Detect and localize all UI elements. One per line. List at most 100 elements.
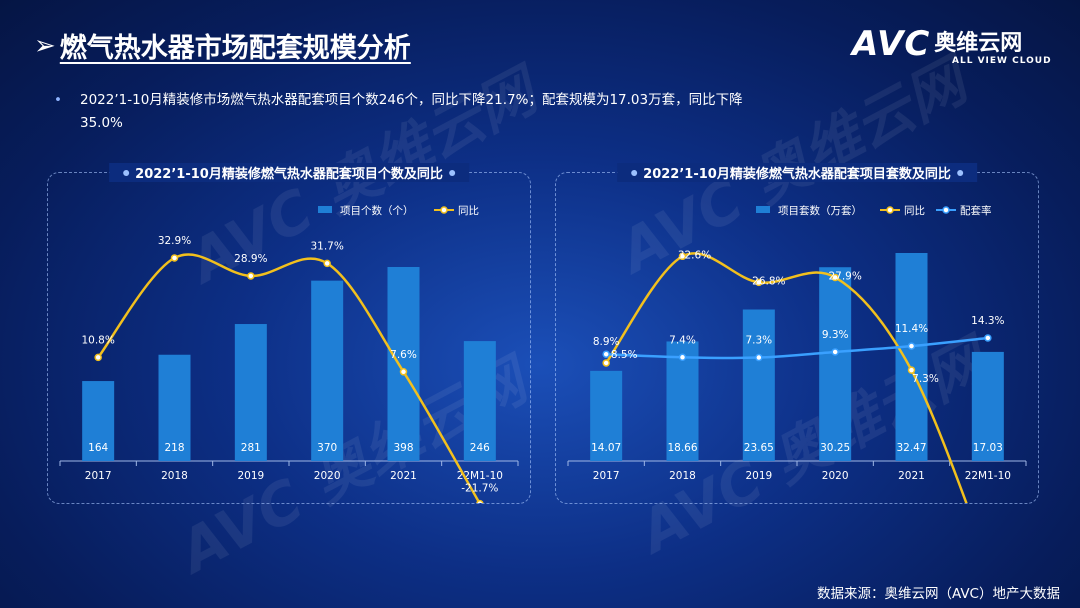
line-data-label: 31.7% [310, 240, 343, 252]
line-point [984, 334, 992, 342]
line-point [170, 254, 179, 262]
logo-cn-text: 奥维云网 [934, 31, 1023, 56]
legend-swatch-dot [440, 206, 448, 214]
line-data-label: 26.8% [752, 275, 785, 287]
legend-label: 配套率 [960, 204, 992, 217]
line-data-label: 8.5% [611, 349, 638, 361]
bullet-icon: • [54, 92, 62, 108]
line-point [755, 353, 763, 362]
logo-avc-text: AVC [852, 24, 931, 64]
bar [311, 280, 344, 461]
dot-icon [448, 169, 455, 176]
bar-data-label: 32.47 [896, 442, 926, 454]
x-tick-label: 2017 [85, 470, 112, 482]
x-tick-label: 2020 [314, 470, 341, 482]
bar-data-label: 23.65 [744, 442, 774, 454]
x-tick-label: 2021 [898, 470, 925, 482]
bar [971, 351, 1004, 461]
line-data-label: 32.6% [678, 249, 711, 261]
x-tick-label: 2019 [237, 470, 264, 482]
bar [387, 267, 420, 461]
summary-text: • 2022’1-10月精装修市场燃气热水器配套项目个数246个，同比下降21.… [54, 88, 904, 136]
chart-title-right: 2022’1-10月精装修燃气热水器配套项目套数及同比 [617, 163, 977, 182]
line-point [831, 348, 839, 356]
chart-title-left: 2022’1-10月精装修燃气热水器配套项目个数及同比 [109, 163, 469, 182]
arrow-icon: ➢ [34, 30, 56, 61]
page-title: ➢ 燃气热水器市场配套规模分析 [34, 26, 411, 65]
line-data-label: -21.7% [461, 483, 498, 495]
line-point [323, 259, 331, 268]
series-line-同比 [605, 252, 989, 561]
line-data-label: 11.4% [895, 323, 928, 335]
line-data-label: 8.9% [593, 336, 620, 348]
line-point [907, 342, 916, 350]
line-point [907, 366, 916, 374]
x-tick-label: 22M1-10 [457, 470, 503, 482]
line-data-label: 9.3% [822, 329, 849, 341]
legend-swatch-dot [886, 206, 894, 214]
line-point [678, 353, 687, 362]
dot-icon [956, 169, 963, 176]
legend-swatch-dot [942, 206, 950, 214]
x-tick-label: 2021 [390, 470, 417, 482]
data-source: 数据来源：奥维云网（AVC）地产大数据 [816, 586, 1060, 602]
bar [82, 381, 115, 461]
page-title-text: 燃气热水器市场配套规模分析 [59, 33, 411, 64]
bar-data-label: 246 [470, 442, 490, 454]
x-tick-label: 2020 [822, 470, 849, 482]
line-data-label: 14.3% [971, 315, 1004, 327]
logo-en-text: ALL VIEW CLOUD [952, 56, 1052, 66]
bar-data-label: 398 [393, 442, 413, 454]
line-point [247, 272, 255, 280]
line-data-label: 7.3% [912, 373, 939, 385]
bar-data-label: 218 [164, 442, 184, 454]
bar [819, 267, 852, 461]
series-line-配套率 [606, 336, 988, 360]
dot-icon [123, 169, 130, 176]
legend-label: 项目个数（个） [340, 204, 414, 217]
chart-right: 2017 2018 2019 2020 2021 22M1-10 14.07 18.66 23.… [567, 204, 1027, 566]
bar-data-label: 17.03 [973, 442, 1003, 454]
x-tick-label: 2019 [745, 470, 772, 482]
bar-data-label: 281 [241, 442, 261, 454]
line-point [602, 359, 610, 367]
bar-data-label: 164 [88, 442, 108, 454]
chart-title-left-text: 2022’1-10月精装修燃气热水器配套项目个数及同比 [135, 167, 443, 182]
x-tick-label: 2017 [593, 470, 620, 482]
bar-data-label: 14.07 [591, 442, 621, 454]
bar [742, 309, 775, 461]
line-data-label: 10.8% [81, 334, 114, 346]
x-tick-label: 2018 [161, 470, 188, 482]
legend-swatch [756, 206, 770, 213]
summary-line-1: 2022’1-10月精装修市场燃气热水器配套项目个数246个，同比下降21.7%… [80, 92, 743, 108]
line-point [678, 252, 687, 261]
line-point [602, 350, 610, 358]
bar [158, 354, 191, 461]
line-data-label: 7.3% [745, 335, 772, 347]
chart-panel-left: 2022’1-10月精装修燃气热水器配套项目个数及同比 2017 2018 2019… [47, 163, 531, 508]
x-tick-label: 2018 [669, 470, 696, 482]
line-point [831, 273, 839, 282]
bar [895, 253, 928, 461]
bar-data-label: 370 [317, 442, 337, 454]
line-point [94, 353, 102, 362]
legend-label: 同比 [904, 204, 925, 217]
bar [234, 324, 267, 461]
bar [666, 341, 699, 461]
chart-left: 2017 2018 2019 2020 2021 22M1-10 164 218 281 370 3… [59, 204, 519, 508]
line-point [399, 368, 408, 376]
line-point [476, 499, 484, 508]
line-data-label: 7.4% [669, 334, 696, 346]
line-data-label: 32.9% [158, 235, 191, 247]
legend-label: 同比 [458, 204, 479, 217]
bar-data-label: 18.66 [667, 442, 697, 454]
series-line-同比 [97, 253, 481, 505]
line-data-label: 28.9% [234, 253, 267, 265]
bar [463, 341, 496, 461]
chart-title-right-text: 2022’1-10月精装修燃气热水器配套项目套数及同比 [643, 167, 951, 182]
line-data-label: 7.6% [390, 349, 417, 361]
legend-swatch [318, 206, 332, 213]
line-point [755, 278, 763, 287]
summary-line-2: 35.0% [80, 115, 123, 131]
avc-logo: AVC 奥维云网 ALL VIEW CLOUD [852, 24, 1052, 70]
